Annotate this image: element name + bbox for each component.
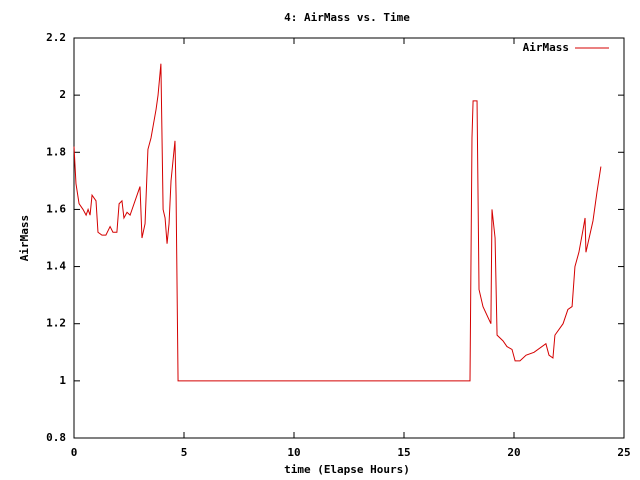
x-tick-label: 20 — [507, 446, 520, 459]
plot-frame — [73, 37, 625, 439]
x-tick-label: 15 — [397, 446, 410, 459]
chart-title: 4: AirMass vs. Time — [284, 11, 410, 24]
y-tick-label: 2 — [59, 88, 66, 101]
y-tick-label: 0.8 — [46, 431, 66, 444]
data-line — [73, 63, 602, 382]
legend-label: AirMass — [523, 41, 569, 54]
x-axis-label: time (Elapse Hours) — [284, 463, 410, 476]
x-tick-label: 25 — [617, 446, 630, 459]
y-tick-label: 1.4 — [46, 260, 66, 273]
y-tick-label: 1.2 — [46, 317, 66, 330]
y-tick-label: 1.8 — [46, 145, 66, 158]
x-tick-label: 5 — [181, 446, 188, 459]
x-tick-label: 0 — [71, 446, 78, 459]
x-tick-label: 10 — [287, 446, 300, 459]
y-tick-label: 2.2 — [46, 31, 66, 44]
y-tick-label: 1.6 — [46, 202, 66, 215]
y-axis-label: AirMass — [18, 215, 31, 261]
y-tick-label: 1 — [59, 374, 66, 387]
